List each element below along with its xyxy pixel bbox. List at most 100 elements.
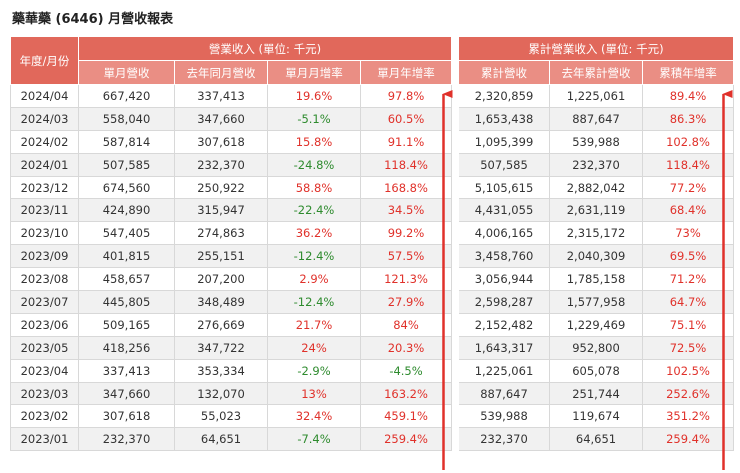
cell-yoy-growth: -4.5% (361, 359, 452, 382)
cell-cumulative-yoy: 77.2% (643, 176, 734, 199)
cell-year-month: 2024/04 (11, 85, 79, 108)
cell-monthly-revenue: 507,585 (79, 153, 175, 176)
cell-cumulative-revenue: 2,598,287 (459, 291, 550, 314)
cell-mom-growth: -12.4% (268, 245, 361, 268)
header-group-cumulative: 累計營業收入 (單位: 千元) (459, 37, 734, 61)
cell-last-year-cumulative: 887,647 (550, 107, 643, 130)
cell-monthly-revenue: 401,815 (79, 245, 175, 268)
cell-mom-growth: 19.6% (268, 85, 361, 108)
cell-last-year-revenue: 347,660 (175, 107, 268, 130)
cell-cumulative-yoy: 259.4% (643, 428, 734, 451)
cell-last-year-cumulative: 1,785,158 (550, 268, 643, 291)
cell-year-month: 2023/04 (11, 359, 79, 382)
cell-cumulative-yoy: 102.5% (643, 359, 734, 382)
cell-yoy-growth: 97.8% (361, 85, 452, 108)
table-row: 2023/12 674,560 250,922 58.8% 168.8% 5,105,61… (11, 176, 734, 199)
cell-mom-growth: -5.1% (268, 107, 361, 130)
cell-last-year-cumulative: 1,225,061 (550, 85, 643, 108)
cell-monthly-revenue: 458,657 (79, 268, 175, 291)
cell-monthly-revenue: 667,420 (79, 85, 175, 108)
table-row: 2023/09 401,815 255,151 -12.4% 57.5% 3,458,76… (11, 245, 734, 268)
cell-monthly-revenue: 547,405 (79, 222, 175, 245)
cell-cumulative-revenue: 539,988 (459, 405, 550, 428)
cell-last-year-revenue: 353,334 (175, 359, 268, 382)
cell-yoy-growth: 459.1% (361, 405, 452, 428)
cell-cumulative-revenue: 2,320,859 (459, 85, 550, 108)
cell-year-month: 2023/03 (11, 382, 79, 405)
cell-mom-growth: -12.4% (268, 291, 361, 314)
table-row: 2023/08 458,657 207,200 2.9% 121.3% 3,056,944… (11, 268, 734, 291)
cell-year-month: 2024/02 (11, 130, 79, 153)
header-year-month: 年度/月份 (11, 37, 79, 85)
cell-mom-growth: 15.8% (268, 130, 361, 153)
cell-cumulative-yoy: 118.4% (643, 153, 734, 176)
cell-cumulative-revenue: 887,647 (459, 382, 550, 405)
cell-cumulative-revenue: 2,152,482 (459, 313, 550, 336)
cell-year-month: 2024/03 (11, 107, 79, 130)
cell-year-month: 2023/12 (11, 176, 79, 199)
table-row: 2023/11 424,890 315,947 -22.4% 34.5% 4,431,05… (11, 199, 734, 222)
cell-mom-growth: 21.7% (268, 313, 361, 336)
cell-mom-growth: 2.9% (268, 268, 361, 291)
cell-cumulative-yoy: 71.2% (643, 268, 734, 291)
table-row: 2023/05 418,256 347,722 24% 20.3% 1,643,317 95… (11, 336, 734, 359)
cell-cumulative-yoy: 75.1% (643, 313, 734, 336)
cell-yoy-growth: 20.3% (361, 336, 452, 359)
cell-last-year-revenue: 250,922 (175, 176, 268, 199)
cell-cumulative-yoy: 68.4% (643, 199, 734, 222)
table-row: 2024/01 507,585 232,370 -24.8% 118.4% 507,585… (11, 153, 734, 176)
cell-yoy-growth: 57.5% (361, 245, 452, 268)
cell-last-year-cumulative: 119,674 (550, 405, 643, 428)
monthly-revenue-table: 年度/月份 營業收入 (單位: 千元) 累計營業收入 (單位: 千元) 單月營收… (10, 36, 734, 451)
cell-mom-growth: 24% (268, 336, 361, 359)
cell-last-year-revenue: 232,370 (175, 153, 268, 176)
cell-year-month: 2023/11 (11, 199, 79, 222)
cell-cumulative-yoy: 351.2% (643, 405, 734, 428)
header-last-year-cumulative: 去年累計營收 (550, 61, 643, 85)
cell-last-year-cumulative: 251,744 (550, 382, 643, 405)
cell-cumulative-yoy: 89.4% (643, 85, 734, 108)
cell-monthly-revenue: 347,660 (79, 382, 175, 405)
table-row: 2023/03 347,660 132,070 13% 163.2% 887,647 251… (11, 382, 734, 405)
cell-cumulative-revenue: 1,095,399 (459, 130, 550, 153)
cell-last-year-cumulative: 64,651 (550, 428, 643, 451)
cell-year-month: 2023/06 (11, 313, 79, 336)
cell-cumulative-revenue: 5,105,615 (459, 176, 550, 199)
cell-cumulative-revenue: 3,458,760 (459, 245, 550, 268)
table-row: 2024/04 667,420 337,413 19.6% 97.8% 2,320,859… (11, 85, 734, 108)
cell-year-month: 2023/07 (11, 291, 79, 314)
cell-last-year-cumulative: 232,370 (550, 153, 643, 176)
cell-mom-growth: 36.2% (268, 222, 361, 245)
cell-last-year-revenue: 347,722 (175, 336, 268, 359)
cell-last-year-cumulative: 2,882,042 (550, 176, 643, 199)
cell-last-year-cumulative: 2,631,119 (550, 199, 643, 222)
table-row: 2024/02 587,814 307,618 15.8% 91.1% 1,095,399… (11, 130, 734, 153)
cell-last-year-revenue: 64,651 (175, 428, 268, 451)
cell-monthly-revenue: 307,618 (79, 405, 175, 428)
table-row: 2023/06 509,165 276,669 21.7% 84% 2,152,482 1,… (11, 313, 734, 336)
cell-cumulative-revenue: 1,653,438 (459, 107, 550, 130)
cell-cumulative-yoy: 73% (643, 222, 734, 245)
cell-year-month: 2023/05 (11, 336, 79, 359)
table-body: 2024/04 667,420 337,413 19.6% 97.8% 2,320,859… (11, 85, 734, 451)
cell-monthly-revenue: 445,805 (79, 291, 175, 314)
cell-last-year-revenue: 255,151 (175, 245, 268, 268)
header-yoy-growth: 單月年增率 (361, 61, 452, 85)
cell-last-year-cumulative: 1,229,469 (550, 313, 643, 336)
cell-mom-growth: 58.8% (268, 176, 361, 199)
cell-last-year-revenue: 132,070 (175, 382, 268, 405)
table-row: 2023/02 307,618 55,023 32.4% 459.1% 539,988 11… (11, 405, 734, 428)
cell-last-year-revenue: 274,863 (175, 222, 268, 245)
cell-monthly-revenue: 337,413 (79, 359, 175, 382)
cell-cumulative-revenue: 1,225,061 (459, 359, 550, 382)
cell-yoy-growth: 259.4% (361, 428, 452, 451)
cell-monthly-revenue: 587,814 (79, 130, 175, 153)
cell-monthly-revenue: 509,165 (79, 313, 175, 336)
cell-last-year-cumulative: 2,040,309 (550, 245, 643, 268)
cell-last-year-revenue: 337,413 (175, 85, 268, 108)
cell-cumulative-revenue: 4,431,055 (459, 199, 550, 222)
cell-last-year-cumulative: 1,577,958 (550, 291, 643, 314)
header-group-monthly: 營業收入 (單位: 千元) (79, 37, 452, 61)
cell-mom-growth: -2.9% (268, 359, 361, 382)
header-last-year-revenue: 去年同月營收 (175, 61, 268, 85)
